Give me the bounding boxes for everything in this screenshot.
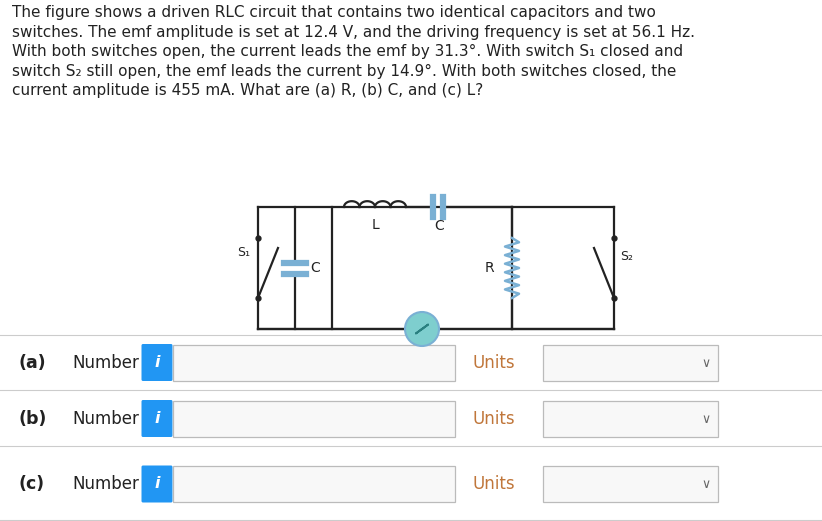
- Bar: [173, 344, 455, 380]
- Text: S₁: S₁: [237, 246, 250, 259]
- FancyBboxPatch shape: [141, 344, 173, 381]
- Text: Units: Units: [472, 410, 515, 428]
- Bar: [173, 401, 455, 437]
- Bar: [173, 466, 455, 502]
- FancyBboxPatch shape: [141, 465, 173, 502]
- Text: ∨: ∨: [701, 357, 710, 370]
- Text: Units: Units: [472, 475, 515, 493]
- Text: switches. The emf amplitude is set at 12.4 V, and the driving frequency is set a: switches. The emf amplitude is set at 12…: [12, 24, 695, 40]
- Text: Units: Units: [472, 354, 515, 371]
- FancyBboxPatch shape: [141, 400, 173, 437]
- Text: C: C: [310, 261, 320, 275]
- Text: (c): (c): [18, 475, 44, 493]
- Text: L: L: [371, 218, 379, 232]
- Text: (a): (a): [18, 354, 46, 371]
- Text: switch S₂ still open, the emf leads the current by 14.9°. With both switches clo: switch S₂ still open, the emf leads the …: [12, 64, 677, 79]
- Text: With both switches open, the current leads the emf by 31.3°. With switch S₁ clos: With both switches open, the current lea…: [12, 44, 683, 59]
- Circle shape: [405, 312, 439, 346]
- Bar: [543, 466, 718, 502]
- Text: ∨: ∨: [701, 413, 710, 426]
- Text: Number: Number: [72, 475, 139, 493]
- Text: i: i: [155, 477, 159, 491]
- Bar: [543, 344, 718, 380]
- Text: current amplitude is 455 mA. What are (a) R, (b) C, and (c) L?: current amplitude is 455 mA. What are (a…: [12, 83, 483, 98]
- Text: Number: Number: [72, 410, 139, 428]
- Text: (b): (b): [18, 410, 46, 428]
- Text: Number: Number: [72, 354, 139, 371]
- Text: i: i: [155, 355, 159, 370]
- Text: S₂: S₂: [620, 250, 633, 263]
- Text: C: C: [434, 219, 444, 233]
- Text: i: i: [155, 411, 159, 426]
- Text: ∨: ∨: [701, 478, 710, 491]
- Text: R: R: [484, 261, 494, 275]
- Bar: [543, 401, 718, 437]
- Text: The figure shows a driven RLC circuit that contains two identical capacitors and: The figure shows a driven RLC circuit th…: [12, 5, 656, 20]
